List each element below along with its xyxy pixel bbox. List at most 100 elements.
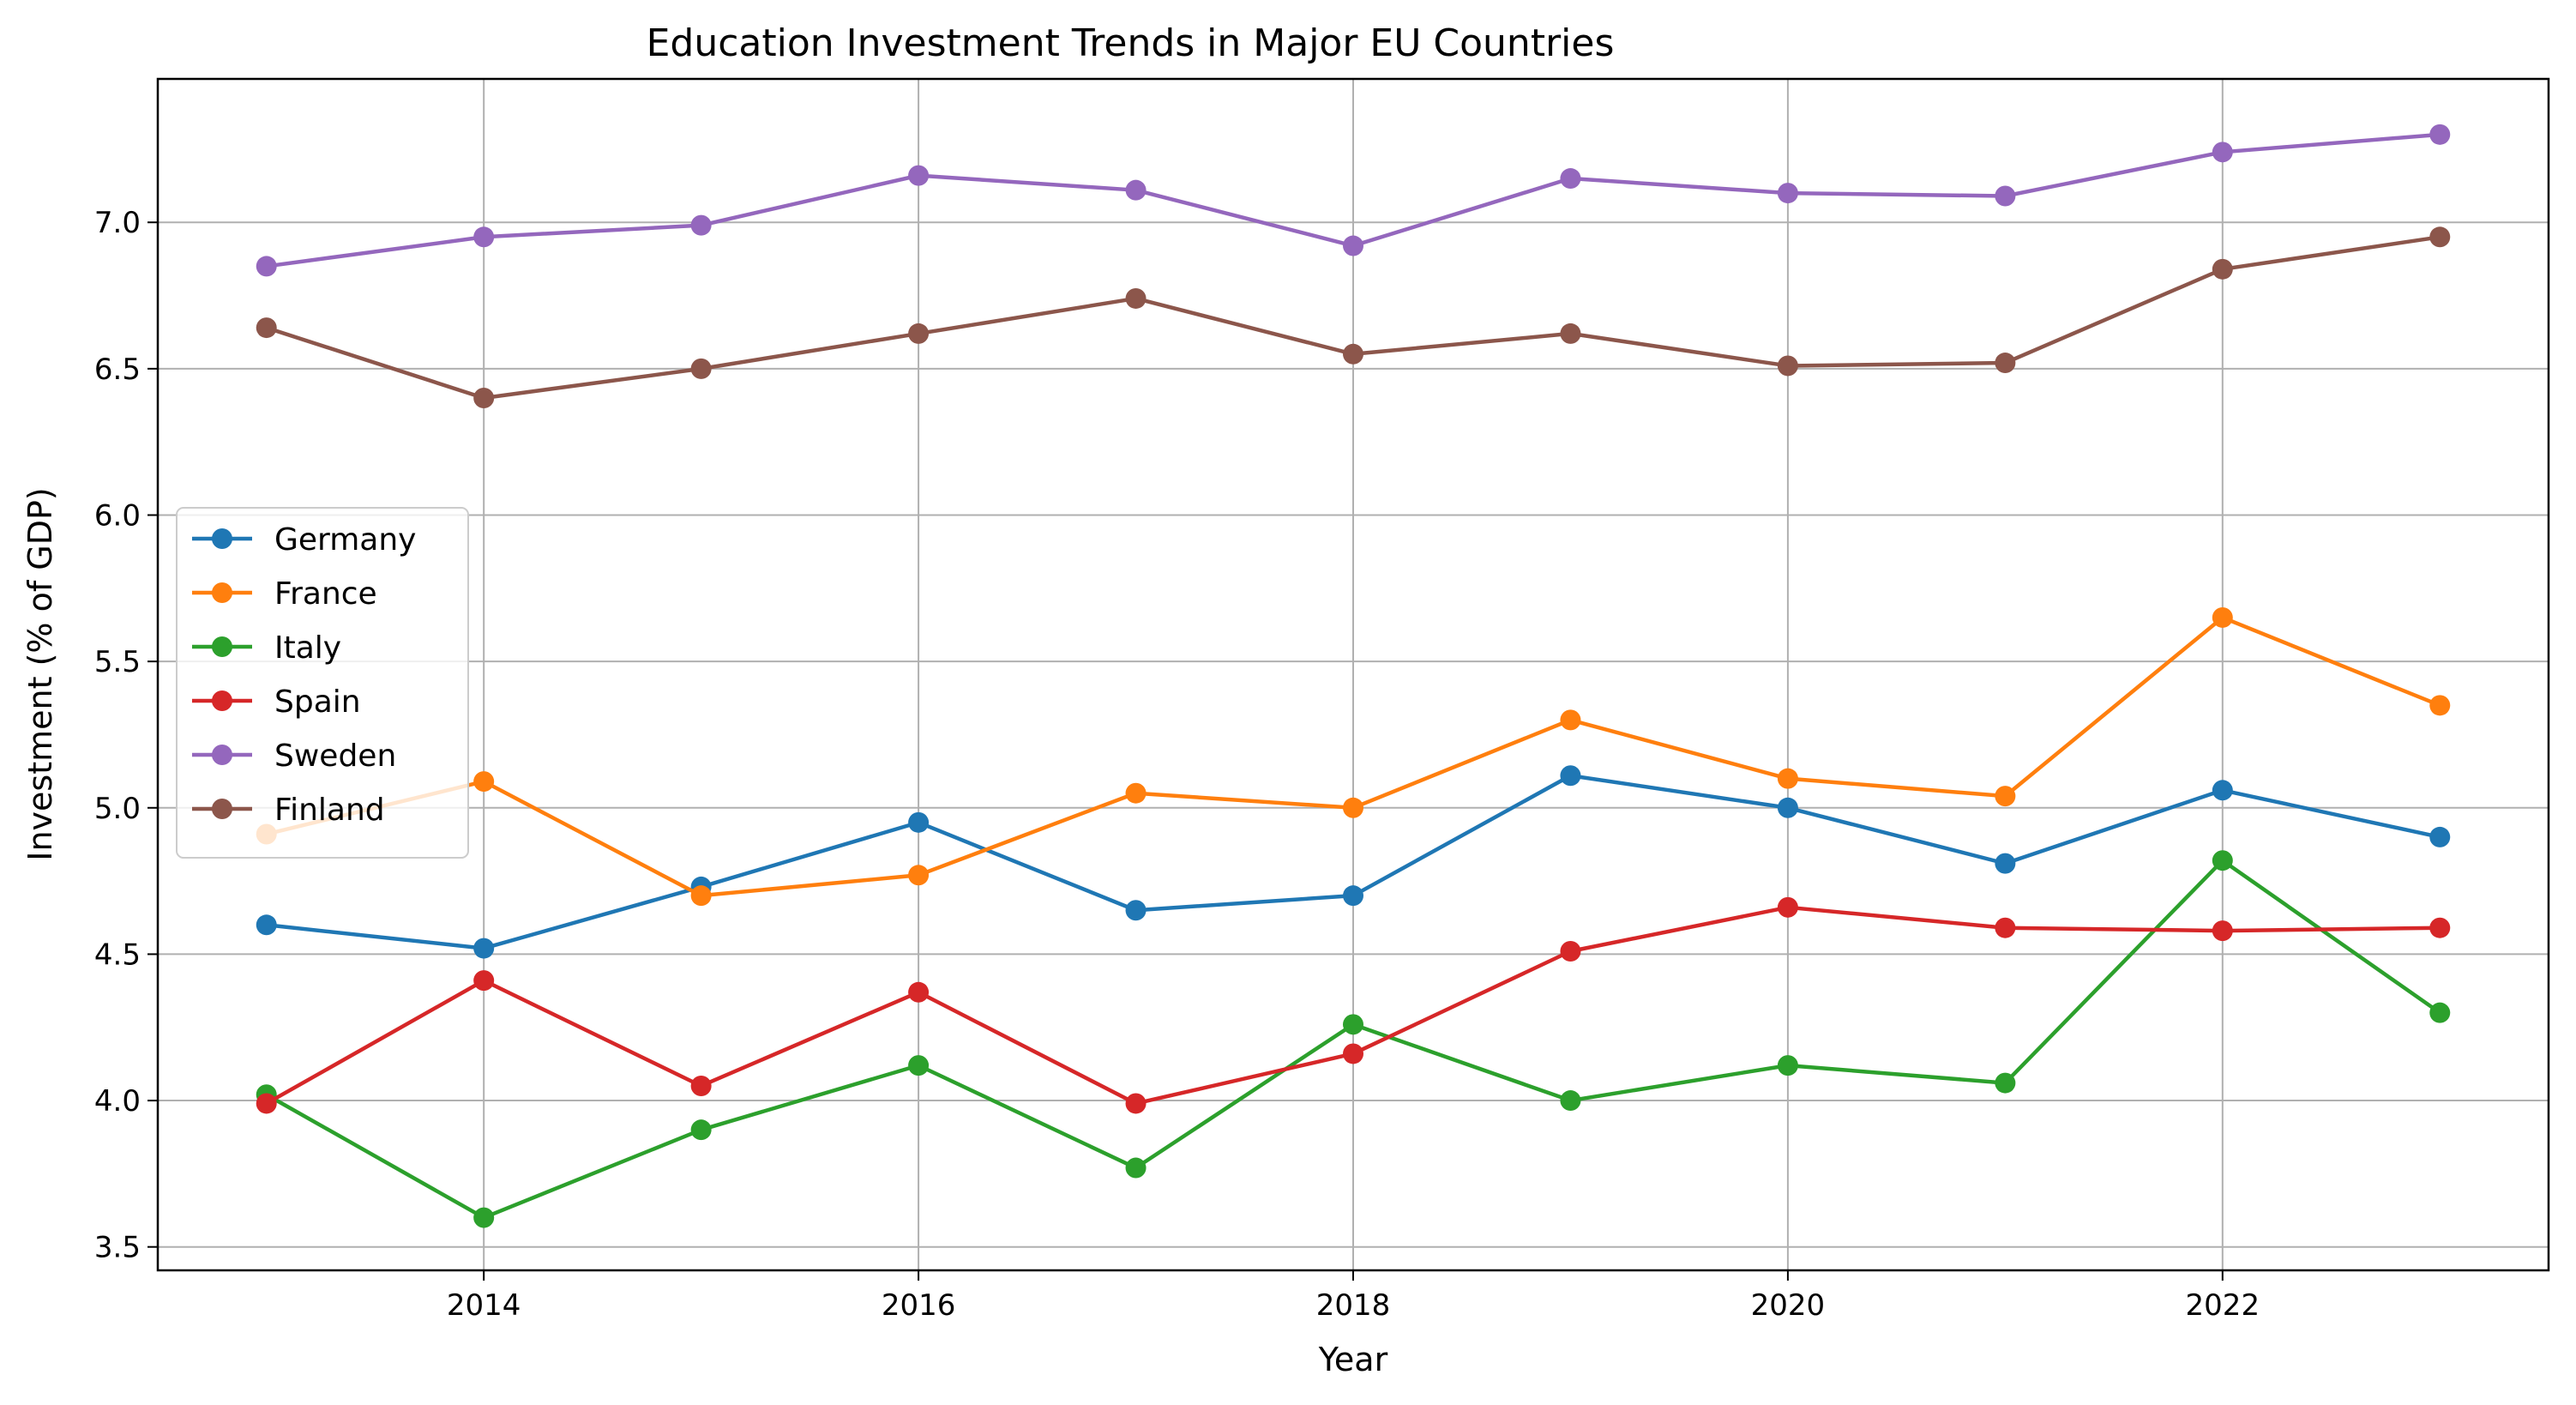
series-finland: [256, 226, 2451, 408]
data-point-sweden: [1560, 168, 1581, 190]
data-point-germany: [1777, 797, 1798, 818]
y-tick-label: 6.0: [94, 499, 141, 534]
data-point-finland: [1995, 353, 2016, 374]
data-point-spain: [1995, 917, 2016, 938]
legend-item-italy: Italy: [192, 630, 341, 666]
x-tick-label: 2022: [2186, 1288, 2260, 1323]
data-point-sweden: [1777, 183, 1798, 204]
x-tick-label: 2016: [882, 1288, 956, 1323]
data-point-sweden: [1343, 235, 1363, 256]
data-point-finland: [908, 323, 930, 344]
legend-box: [176, 507, 469, 859]
data-point-france: [2212, 606, 2233, 628]
data-point-france: [908, 865, 930, 886]
data-point-spain: [1777, 896, 1798, 918]
series-italy: [256, 850, 2451, 1228]
legend-label-finland: Finland: [274, 793, 385, 828]
data-point-italy: [2212, 850, 2233, 871]
y-axis-label: Investment (% of GDP): [21, 487, 59, 860]
data-point-finland: [473, 387, 495, 408]
data-point-france: [1560, 709, 1581, 731]
legend-marker-italy: [212, 636, 232, 657]
data-point-italy: [2429, 1002, 2451, 1023]
data-point-sweden: [908, 165, 930, 186]
data-point-italy: [908, 1055, 930, 1076]
legend-item-france: France: [192, 576, 377, 612]
legend-marker-finland: [212, 799, 232, 819]
data-point-italy: [1560, 1090, 1581, 1112]
data-point-sweden: [2429, 124, 2451, 145]
data-point-germany: [256, 914, 277, 936]
data-point-sweden: [690, 214, 712, 236]
x-tick-label: 2020: [1751, 1288, 1826, 1323]
series-france: [256, 606, 2451, 907]
data-point-germany: [1995, 853, 2016, 874]
data-point-germany: [908, 811, 930, 833]
data-point-germany: [2429, 826, 2451, 847]
data-point-france: [1343, 797, 1363, 818]
data-point-sweden: [2212, 142, 2233, 163]
legend-marker-spain: [212, 690, 232, 711]
legend-item-spain: Spain: [192, 684, 361, 720]
series-lines: [256, 124, 2451, 1228]
legend-label-france: France: [274, 576, 377, 612]
y-tick-label: 7.0: [94, 206, 141, 240]
data-point-italy: [1995, 1072, 2016, 1094]
data-point-italy: [690, 1119, 712, 1141]
x-tick-label: 2014: [447, 1288, 521, 1323]
x-axis-label: Year: [1318, 1341, 1388, 1378]
data-point-finland: [1777, 355, 1798, 377]
y-tick-label: 6.5: [94, 353, 141, 387]
data-point-finland: [2212, 258, 2233, 280]
legend-label-spain: Spain: [274, 684, 361, 720]
data-point-germany: [473, 938, 495, 959]
legend-item-finland: Finland: [192, 793, 385, 828]
legend-label-germany: Germany: [274, 522, 416, 558]
y-tick-label: 4.5: [94, 938, 141, 972]
grid-lines: [158, 79, 2549, 1270]
data-point-sweden: [256, 256, 277, 277]
legend-item-sweden: Sweden: [192, 739, 396, 774]
y-tick-label: 5.5: [94, 645, 141, 679]
data-point-france: [1125, 782, 1147, 804]
data-point-germany: [1125, 900, 1147, 921]
data-point-spain: [2429, 917, 2451, 938]
data-point-sweden: [1995, 185, 2016, 207]
series-sweden: [256, 124, 2451, 277]
series-spain: [256, 896, 2451, 1114]
y-tick-label: 3.5: [94, 1231, 141, 1265]
data-point-spain: [1343, 1043, 1363, 1064]
data-point-spain: [1125, 1093, 1147, 1114]
data-point-finland: [2429, 226, 2451, 248]
data-point-finland: [1343, 343, 1363, 365]
legend-label-sweden: Sweden: [274, 739, 396, 774]
legend-marker-sweden: [212, 745, 232, 765]
legend-marker-germany: [212, 528, 232, 549]
x-tick-label: 2018: [1316, 1288, 1391, 1323]
data-point-spain: [690, 1075, 712, 1096]
data-point-sweden: [1125, 179, 1147, 201]
data-point-spain: [2212, 920, 2233, 942]
data-point-france: [690, 885, 712, 907]
axis-ticks: 2014 2016 2018 2020 2022 3.5 4.0 4.5 5.0 5.5 6.0 6.…: [94, 206, 2260, 1323]
data-point-finland: [1125, 287, 1147, 309]
data-point-finland: [690, 358, 712, 379]
data-point-france: [1777, 768, 1798, 789]
legend-label-italy: Italy: [274, 630, 341, 666]
data-point-sweden: [473, 226, 495, 248]
data-point-italy: [1777, 1055, 1798, 1076]
legend: Germany France Italy Spain Sweden Finland: [176, 507, 469, 859]
y-tick-label: 5.0: [94, 792, 141, 826]
data-point-finland: [1560, 323, 1581, 344]
data-point-spain: [473, 970, 495, 992]
data-point-france: [1995, 786, 2016, 807]
data-point-finland: [256, 317, 277, 339]
data-point-france: [2429, 695, 2451, 716]
data-point-france: [473, 771, 495, 793]
data-point-spain: [1560, 941, 1581, 962]
data-point-germany: [2212, 780, 2233, 801]
data-point-spain: [256, 1093, 277, 1114]
legend-item-germany: Germany: [192, 522, 416, 558]
data-point-germany: [1560, 765, 1581, 787]
